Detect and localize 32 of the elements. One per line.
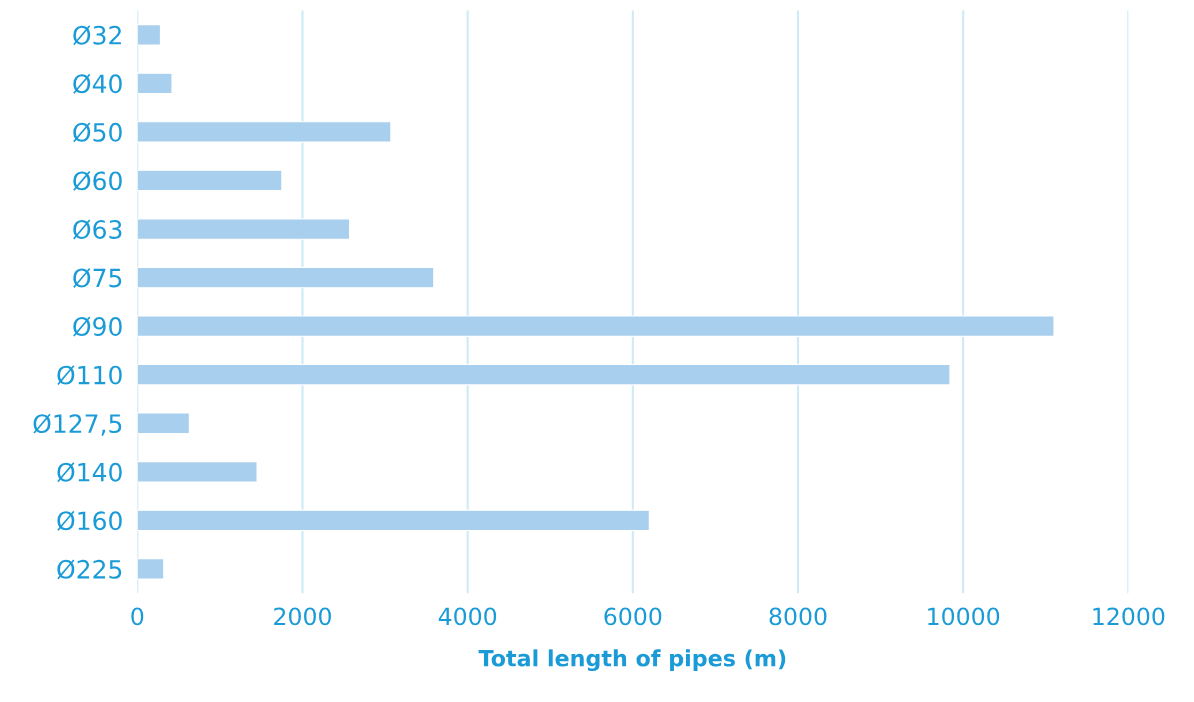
y-tick-label: Ø75 [73,268,122,288]
bar [137,461,258,483]
y-tick-label: Ø127,5 [33,413,122,436]
y-tick-label: Ø110 [57,365,122,386]
y-tick-label: Ø90 [73,316,122,337]
y-tick-label: Ø40 [73,73,122,94]
bar [137,121,392,143]
bar [137,169,283,192]
x-tick-label: 0 [131,607,144,626]
x-tick-label: 2000 [274,607,331,626]
x-tick-label: 12000 [1093,607,1165,626]
x-tick-label: 6000 [604,607,662,626]
y-tick-label: Ø160 [57,510,122,531]
bar [137,266,435,289]
y-tick-label: Ø140 [57,462,122,483]
x-tick-label: 10000 [928,607,1000,626]
bar [137,412,190,434]
bar [137,218,351,240]
y-tick-label: Ø60 [73,170,122,191]
x-axis-title: Total length of pipes (m) [478,649,786,672]
bar [137,558,165,580]
y-tick-label: Ø32 [73,25,121,46]
y-tick-label: Ø63 [73,219,122,240]
bar [137,509,650,532]
x-tick-label: 4000 [438,607,497,626]
y-tick-label: Ø225 [57,559,122,580]
x-tick-label: 8000 [769,607,827,626]
bar [137,72,173,95]
bar [137,24,161,46]
y-tick-label: Ø50 [73,122,122,143]
bar [137,363,951,386]
bar [137,315,1055,337]
